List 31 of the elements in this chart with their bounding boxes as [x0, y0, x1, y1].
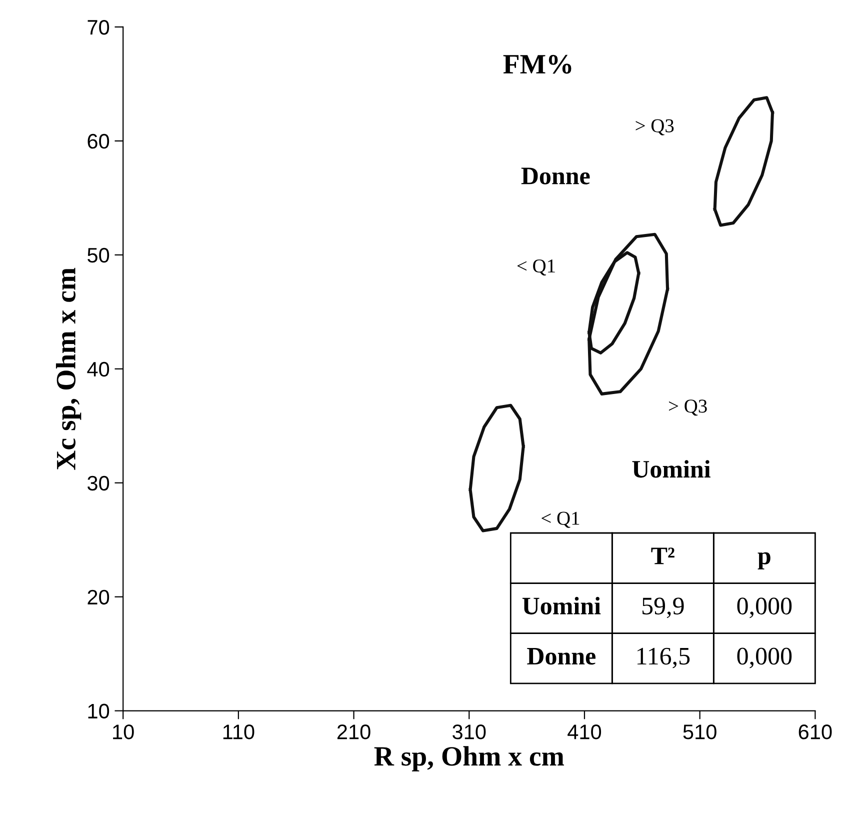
x-tick-label: 110: [223, 724, 254, 740]
y-tick-label: 70: [88, 20, 110, 35]
y-tick-label: 10: [88, 704, 110, 719]
annotation: Donne: [527, 648, 596, 665]
y-tick-label: 30: [88, 476, 110, 491]
annotation: p: [758, 552, 770, 570]
annotation: 59,9: [642, 598, 684, 618]
annotation: Uomini: [632, 460, 710, 478]
annotation: > Q3: [636, 119, 674, 136]
text: FM%: [503, 54, 572, 74]
x-tick-label: 310: [452, 724, 486, 740]
annotation: < Q1: [517, 259, 555, 276]
annotation: 0,000: [737, 648, 792, 668]
x-tick-label: 510: [683, 724, 716, 740]
y-tick-label: 60: [88, 134, 110, 149]
annotation: 0,000: [737, 598, 792, 618]
y-tick-label: 50: [88, 248, 110, 263]
annotation: < Q1: [542, 512, 580, 528]
x-tick-label: 610: [798, 724, 832, 740]
y-tick-label: 20: [88, 590, 110, 605]
x-tick-label: 10: [113, 724, 134, 740]
annotation: > Q3: [669, 400, 707, 416]
annotation: Donne: [521, 168, 590, 184]
y-axis-title: Xc sp, Ohm x cm: [56, 268, 82, 470]
annotation: Uomini: [522, 596, 601, 614]
x-tick-label: 410: [568, 724, 602, 740]
annotation: T²: [651, 548, 674, 564]
x-axis-title: R sp, Ohm x cm: [374, 746, 564, 772]
y-tick-label: 40: [87, 362, 110, 377]
annotation: 116,5: [637, 648, 690, 668]
x-tick-label: 210: [337, 724, 370, 740]
